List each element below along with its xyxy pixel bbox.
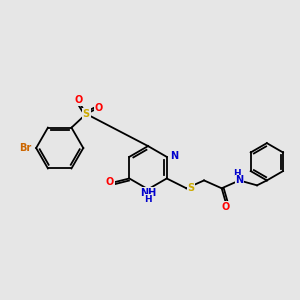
- Text: S: S: [82, 109, 90, 119]
- Text: H: H: [144, 195, 152, 204]
- Text: N: N: [170, 151, 178, 161]
- Text: S: S: [187, 183, 194, 193]
- Text: NH: NH: [140, 188, 156, 198]
- Text: O: O: [106, 177, 114, 188]
- Text: H: H: [234, 169, 241, 178]
- Text: O: O: [221, 202, 230, 212]
- Text: O: O: [74, 95, 82, 105]
- Text: O: O: [95, 103, 103, 113]
- Text: N: N: [235, 176, 243, 185]
- Text: Br: Br: [19, 143, 31, 153]
